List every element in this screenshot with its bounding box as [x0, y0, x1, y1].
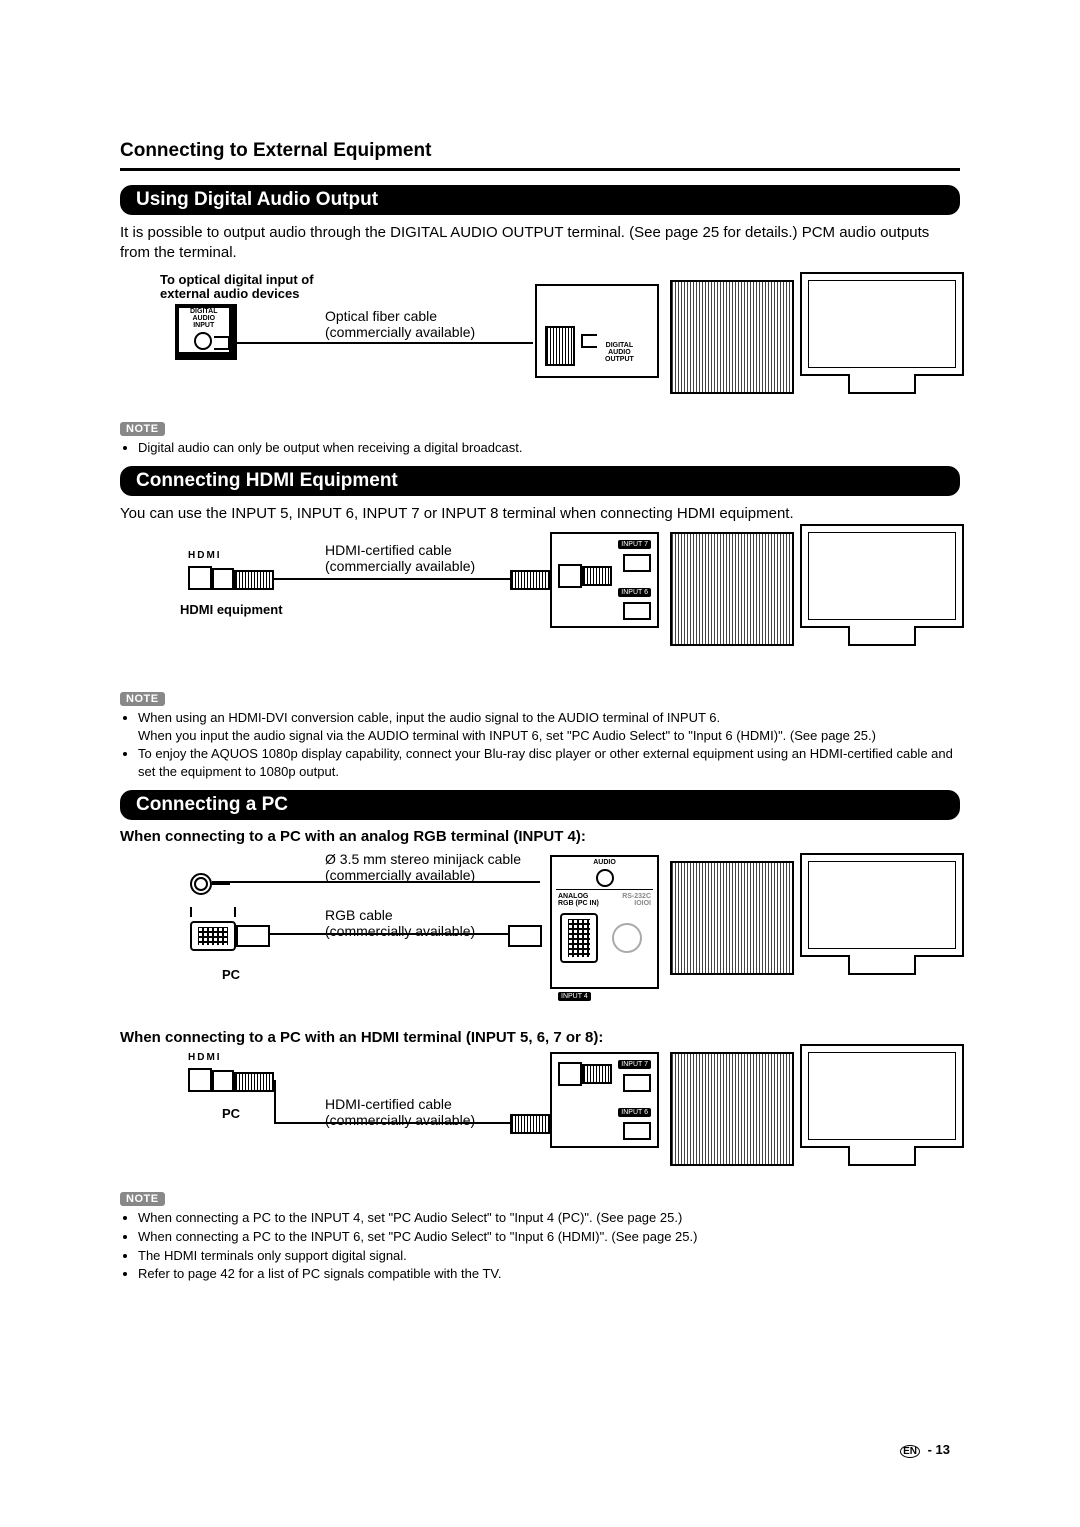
section2-heading: Connecting HDMI Equipment	[120, 466, 960, 496]
vga-port-icon	[560, 913, 598, 963]
hdmi-grip2-icon	[510, 570, 550, 590]
tv-panel: INPUT 7 INPUT 6	[550, 532, 659, 628]
vga-connector-icon	[190, 921, 236, 951]
cable1-label: Ø 3.5 mm stereo minijack cable	[325, 851, 521, 869]
vga-plug-shell2-icon	[508, 925, 542, 947]
audio-jack-icon	[596, 869, 614, 887]
section1-heading: Using Digital Audio Output	[120, 185, 960, 215]
section2-body: You can use the INPUT 5, INPUT 6, INPUT …	[120, 504, 960, 524]
lang-badge: EN	[900, 1445, 920, 1458]
tv-illustration	[670, 861, 960, 1001]
cable2-sub: (commercially available)	[325, 923, 475, 941]
cable-sublabel: (commercially available)	[325, 324, 475, 342]
device-caption: To optical digital input of	[160, 272, 314, 287]
analog-label: ANALOGRGB (PC IN)	[558, 893, 599, 907]
hdmi-plug-icon	[188, 1068, 212, 1092]
cable-sublabel: (commercially available)	[325, 558, 475, 576]
cable3-label: HDMI-certified cable	[325, 1096, 452, 1114]
hdmi-grip-icon	[582, 1064, 612, 1084]
port-label: DIGITALAUDIOINPUT	[190, 308, 217, 329]
cable-line	[233, 342, 533, 344]
page-footer: EN - 13	[900, 1442, 950, 1457]
audio-label: AUDIO	[552, 859, 657, 866]
title-rule	[120, 168, 960, 171]
note-item: Refer to page 42 for a list of PC signal…	[138, 1265, 960, 1283]
section1-body: It is possible to output audio through t…	[120, 223, 960, 264]
note-badge: NOTE	[120, 422, 165, 436]
pc-label: PC	[222, 967, 240, 982]
vent-icon	[545, 326, 575, 366]
note-item: When connecting a PC to the INPUT 4, set…	[138, 1209, 960, 1227]
note-item: The HDMI terminals only support digital …	[138, 1247, 960, 1265]
hdmi-equipment-label: HDMI equipment	[180, 602, 283, 617]
hdmi-text-icon: HDMI	[188, 1052, 222, 1063]
hdmi-plug-icon	[558, 1062, 582, 1086]
hdmi-grip-icon	[234, 570, 274, 590]
jack-pin-icon	[212, 881, 230, 885]
section3-sub1: When connecting to a PC with an analog R…	[120, 828, 960, 845]
section1-notes: Digital audio can only be output when re…	[120, 439, 960, 457]
hdmi-body-icon	[212, 1070, 234, 1092]
plug-in-icon	[581, 334, 597, 348]
input6-label: INPUT 6	[618, 1108, 651, 1117]
hdmi-plug-icon	[558, 564, 582, 588]
device-caption2: external audio devices	[160, 286, 299, 301]
note-item: When using an HDMI-DVI conversion cable,…	[138, 709, 960, 744]
hdmi-plug-icon	[188, 566, 212, 590]
hdmi-port-icon	[623, 554, 651, 572]
page-number: 13	[936, 1442, 950, 1457]
tv-panel: DIGITALAUDIOOUTPUT	[535, 284, 659, 378]
input7-label: INPUT 7	[618, 1060, 651, 1069]
input4-label: INPUT 4	[558, 992, 591, 1001]
vga-plug-shell-icon	[236, 925, 270, 947]
note-item: Digital audio can only be output when re…	[138, 439, 960, 457]
note-item: When connecting a PC to the INPUT 6, set…	[138, 1228, 960, 1246]
cable1-sub: (commercially available)	[325, 867, 475, 885]
cable3-sub: (commercially available)	[325, 1112, 475, 1130]
hdmi-grip-icon	[582, 566, 612, 586]
tv-panel: INPUT 7 INPUT 6	[550, 1052, 659, 1148]
rs232-label: RS-232CIOIOI	[622, 893, 651, 907]
input7-label: INPUT 7	[618, 540, 651, 549]
hdmi-cable-line	[274, 578, 510, 580]
tv-illustration	[670, 280, 960, 420]
optical-jack-icon	[194, 332, 212, 350]
hdmi-port-icon	[623, 1122, 651, 1140]
section3-heading: Connecting a PC	[120, 790, 960, 820]
cable-bend	[274, 1080, 276, 1122]
tv-illustration	[670, 1052, 960, 1192]
page-title: Connecting to External Equipment	[120, 140, 960, 162]
plug-icon	[214, 336, 230, 350]
note-badge: NOTE	[120, 1192, 165, 1206]
note-badge: NOTE	[120, 692, 165, 706]
cable-label: Optical fiber cable	[325, 308, 437, 326]
note-item: To enjoy the AQUOS 1080p display capabil…	[138, 745, 960, 780]
divider	[556, 889, 653, 890]
cable2-label: RGB cable	[325, 907, 393, 925]
input6-label: INPUT 6	[618, 588, 651, 597]
section2-notes: When using an HDMI-DVI conversion cable,…	[120, 709, 960, 780]
hdmi-port-icon	[623, 1074, 651, 1092]
rs232-port-icon	[612, 923, 642, 953]
hdmi-text-icon: HDMI	[188, 550, 222, 561]
tv-illustration	[670, 532, 960, 672]
hdmi-grip-icon	[234, 1072, 274, 1092]
cable-label: HDMI-certified cable	[325, 542, 452, 560]
tv-panel: AUDIO ANALOGRGB (PC IN) RS-232CIOIOI INP…	[550, 855, 659, 989]
pc-label: PC	[222, 1106, 240, 1121]
section3-notes: When connecting a PC to the INPUT 4, set…	[120, 1209, 960, 1282]
hdmi-body-icon	[212, 568, 234, 590]
vga-screw-icon	[190, 907, 236, 917]
hdmi-port-icon	[623, 602, 651, 620]
hdmi-grip2-icon	[510, 1114, 550, 1134]
